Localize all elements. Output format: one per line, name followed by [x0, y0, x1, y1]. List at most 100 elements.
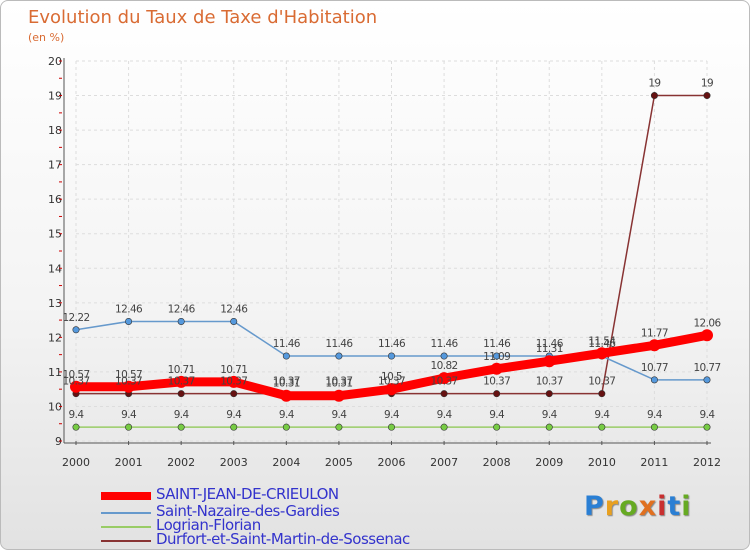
- x-tick-label: 2004: [272, 456, 300, 469]
- data-label-1: 10.77: [641, 362, 668, 374]
- data-label-3: 10.37: [536, 376, 563, 388]
- data-point-0: [280, 389, 293, 402]
- data-labels: 10.37 10.37 10.37 10.37 10.37 10.37 10.37 10.37…: [62, 78, 722, 422]
- chart-subtitle: (en %): [28, 31, 65, 44]
- x-tick-label: 2001: [115, 456, 143, 469]
- x-tick-label: 2011: [640, 456, 668, 469]
- data-label-2: 9.4: [69, 409, 85, 421]
- data-label-1: 12.46: [168, 303, 196, 315]
- data-label-2: 9.4: [700, 409, 716, 421]
- data-point-2: [282, 423, 290, 431]
- data-label-1: 11.46: [325, 338, 353, 350]
- data-label-0: 10.57: [115, 369, 142, 381]
- data-point-1: [230, 317, 238, 325]
- data-label-2: 9.4: [174, 409, 190, 421]
- data-point-0: [543, 355, 556, 368]
- x-tick-label: 2010: [588, 456, 616, 469]
- series-layer: [70, 92, 713, 431]
- y-tick-label: 16: [48, 193, 62, 206]
- data-point-1: [282, 352, 290, 360]
- y-tick-label: 14: [48, 262, 62, 275]
- data-point-0: [332, 389, 345, 402]
- x-tick-label: 2000: [62, 456, 90, 469]
- legend-swatch-saint-nazaire: [101, 512, 151, 514]
- data-label-2: 9.4: [647, 409, 663, 421]
- data-label-1: 12.46: [220, 303, 248, 315]
- data-point-0: [648, 339, 661, 352]
- data-point-1: [493, 352, 501, 360]
- data-label-0: 12.06: [693, 317, 721, 329]
- x-tick-label: 2003: [220, 456, 248, 469]
- data-point-2: [230, 423, 238, 431]
- data-point-1: [72, 326, 80, 334]
- data-label-1: 11.46: [536, 338, 564, 350]
- data-point-1: [440, 352, 448, 360]
- data-label-1: 11.46: [588, 338, 616, 350]
- data-point-1: [177, 317, 185, 325]
- y-tick-label: 10: [48, 400, 62, 413]
- data-point-2: [545, 423, 553, 431]
- data-label-1: 10.77: [693, 362, 720, 374]
- data-label-3: 10.37: [431, 376, 458, 388]
- data-label-3: 19: [701, 78, 713, 90]
- data-label-1: 12.46: [115, 303, 143, 315]
- x-tick-label: 2005: [325, 456, 353, 469]
- legend-label-logrian: Logrian-Florian: [156, 516, 261, 534]
- data-label-1: 11.46: [431, 338, 459, 350]
- data-point-0: [595, 347, 608, 360]
- data-label-2: 9.4: [226, 409, 242, 421]
- data-point-2: [177, 423, 185, 431]
- data-label-2: 9.4: [594, 409, 610, 421]
- legend-swatch-durfort: [101, 540, 151, 542]
- data-label-3: 10.37: [325, 376, 352, 388]
- data-point-0: [385, 383, 398, 396]
- data-label-1: 11.46: [483, 338, 511, 350]
- data-label-1: 11.46: [378, 338, 406, 350]
- y-tick-label: 13: [48, 297, 62, 310]
- data-point-0: [701, 329, 713, 342]
- y-tick-label: 17: [48, 159, 62, 172]
- data-point-2: [335, 423, 343, 431]
- data-label-2: 9.4: [489, 409, 505, 421]
- y-tick-label: 20: [48, 55, 62, 68]
- y-tick-label: 9: [55, 435, 62, 448]
- data-point-0: [490, 362, 503, 375]
- data-point-2: [440, 423, 448, 431]
- data-point-0: [227, 375, 240, 388]
- data-point-3: [545, 390, 553, 398]
- data-point-3: [493, 390, 501, 398]
- data-label-1: 12.22: [62, 312, 89, 324]
- data-label-0: 10.31: [273, 378, 300, 390]
- data-point-0: [175, 375, 188, 388]
- data-point-2: [125, 423, 133, 431]
- data-point-2: [72, 423, 80, 431]
- data-label-0: 10.57: [62, 369, 89, 381]
- y-tick-label: 19: [48, 90, 62, 103]
- legend-swatch-saint-jean: [101, 492, 151, 500]
- data-label-0: 11.31: [536, 343, 563, 355]
- data-point-1: [703, 376, 711, 384]
- data-label-0: 10.31: [325, 378, 352, 390]
- data-point-2: [650, 423, 658, 431]
- data-label-3: 10.37: [273, 376, 300, 388]
- data-point-3: [440, 390, 448, 398]
- data-label-0: 10.82: [431, 360, 458, 372]
- data-point-2: [387, 423, 395, 431]
- data-point-1: [125, 317, 133, 325]
- data-point-0: [122, 380, 135, 393]
- data-point-2: [493, 423, 501, 431]
- data-label-3: 10.37: [168, 376, 195, 388]
- legend-label-durfort: Durfort-et-Saint-Martin-de-Sossenac: [156, 530, 410, 548]
- x-tick-label: 2006: [378, 456, 406, 469]
- data-label-3: 10.37: [220, 376, 247, 388]
- y-tick-label: 18: [48, 124, 62, 137]
- data-point-1: [335, 352, 343, 360]
- chart-title: Evolution du Taux de Taxe d'Habitation: [28, 7, 378, 28]
- x-tick-label: 2009: [535, 456, 563, 469]
- data-point-3: [703, 92, 711, 100]
- data-point-3: [650, 92, 658, 100]
- data-point-2: [598, 423, 606, 431]
- data-label-2: 9.4: [542, 409, 558, 421]
- data-label-2: 9.4: [121, 409, 137, 421]
